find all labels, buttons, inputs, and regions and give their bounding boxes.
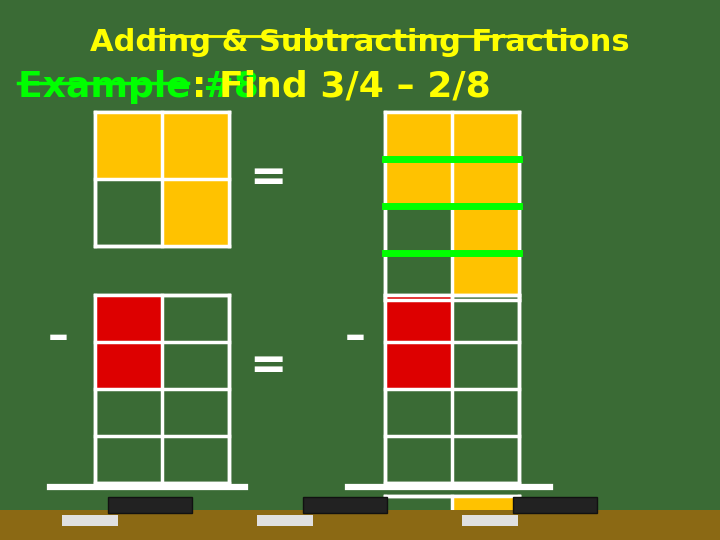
Bar	[303, 497, 387, 513]
Bar	[385, 342, 452, 389]
Text: =: =	[249, 157, 287, 199]
Bar	[95, 112, 162, 179]
Bar	[385, 112, 519, 300]
Bar	[162, 112, 229, 179]
Bar	[385, 159, 452, 206]
Text: –: –	[345, 316, 366, 358]
Bar	[385, 496, 519, 540]
Text: –: –	[48, 316, 68, 358]
Bar	[452, 496, 519, 536]
Bar	[257, 515, 313, 526]
Bar	[95, 112, 229, 246]
Bar	[452, 206, 519, 253]
Bar	[452, 253, 519, 300]
Text: =: =	[249, 343, 287, 387]
Bar	[462, 515, 518, 526]
Bar	[62, 515, 118, 526]
Bar	[0, 510, 720, 540]
Bar	[452, 159, 519, 206]
Bar	[95, 295, 162, 342]
Bar	[108, 497, 192, 513]
Bar	[162, 179, 229, 246]
Text: Adding & Subtracting Fractions: Adding & Subtracting Fractions	[90, 28, 630, 57]
Bar	[95, 342, 162, 389]
Text: : Find 3/4 – 2/8: : Find 3/4 – 2/8	[192, 70, 491, 104]
Bar	[95, 295, 229, 483]
Bar	[452, 536, 519, 540]
Bar	[385, 295, 452, 342]
Text: Example #8: Example #8	[18, 70, 259, 104]
Bar	[513, 497, 597, 513]
Bar	[385, 295, 519, 483]
Bar	[385, 112, 452, 159]
Bar	[452, 112, 519, 159]
